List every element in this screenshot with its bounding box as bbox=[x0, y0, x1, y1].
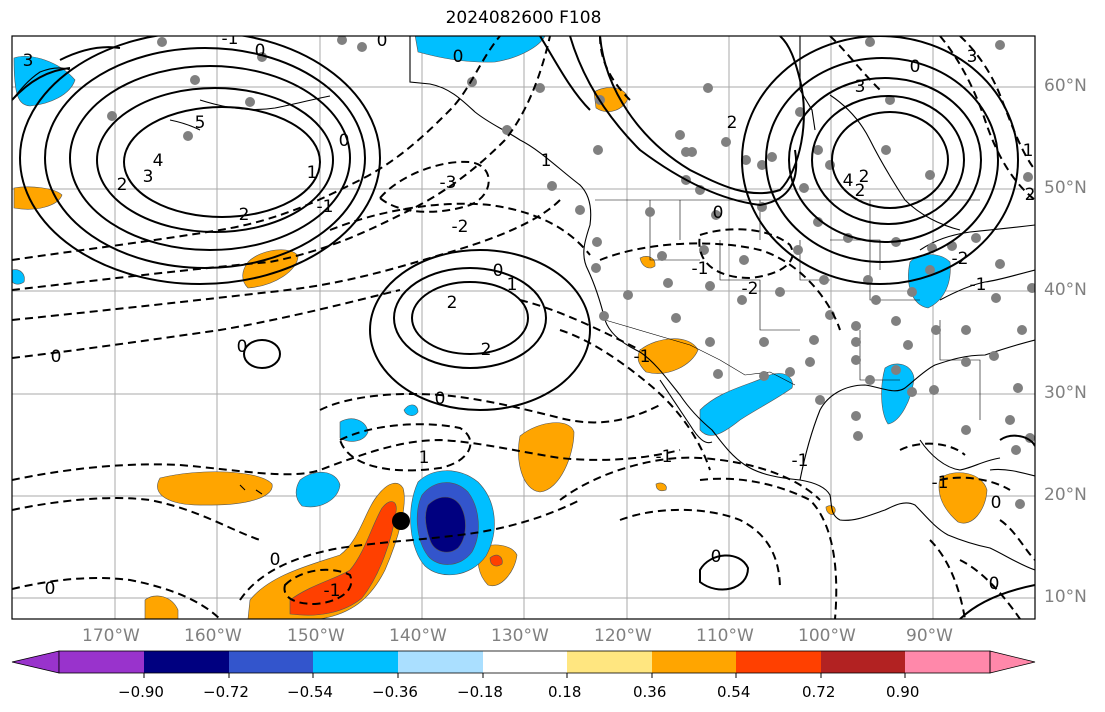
contour-label: 0 bbox=[991, 493, 1002, 513]
borders bbox=[595, 199, 981, 420]
contour-label: 2 bbox=[1025, 185, 1036, 205]
lat-label-20n: 20°N bbox=[1044, 485, 1087, 505]
contour-label: 0 bbox=[51, 347, 62, 367]
graticule bbox=[12, 36, 1035, 619]
colorbar-tick-label: 0.72 bbox=[802, 683, 836, 701]
colorbar-tick-label: −0.90 bbox=[118, 683, 164, 701]
lon-label-170w: 170°W bbox=[82, 626, 140, 646]
contour-label: 2 bbox=[447, 293, 458, 313]
shading-positive bbox=[12, 36, 988, 619]
contour-label: 0 bbox=[435, 389, 446, 409]
storm-position-marker bbox=[392, 512, 410, 530]
contour-label: 0 bbox=[910, 57, 921, 77]
contour-label: 0 bbox=[255, 41, 266, 61]
lon-label-160w: 160°W bbox=[184, 626, 242, 646]
contour-label: 0 bbox=[493, 261, 504, 281]
contour-label: -2 bbox=[742, 279, 759, 299]
contour-label: -2 bbox=[952, 249, 969, 269]
lon-label-130w: 130°W bbox=[491, 626, 549, 646]
contour-label: 0 bbox=[339, 131, 350, 151]
lon-label-110w: 110°W bbox=[696, 626, 754, 646]
contour-label: 2 bbox=[727, 113, 738, 133]
contour-label: -1 bbox=[932, 473, 949, 493]
contour-label: 1 bbox=[307, 163, 318, 183]
lon-label-140w: 140°W bbox=[389, 626, 447, 646]
contour-label: -1 bbox=[692, 259, 709, 279]
coastlines bbox=[12, 36, 1035, 571]
contour-label: 2 bbox=[117, 175, 128, 195]
contour-label: 3 bbox=[967, 47, 978, 67]
contour-label: 2 bbox=[859, 167, 870, 187]
contour-labels: 0 -1 0 3 5 4 3 2 1 0 -1 0 2 2 1 0 -1 -3 … bbox=[23, 29, 1036, 601]
colorbar-tick-label: −0.18 bbox=[457, 683, 503, 701]
colorbar-tick-label: 0.90 bbox=[886, 683, 920, 701]
contour-label: 1 bbox=[419, 448, 430, 468]
lat-label-30n: 30°N bbox=[1044, 383, 1087, 403]
lon-label-100w: 100°W bbox=[798, 626, 856, 646]
contour-label: 0 bbox=[989, 574, 1000, 594]
colorbar-tick-label: −0.36 bbox=[372, 683, 418, 701]
contour-label: 0 bbox=[711, 547, 722, 567]
contour-label: -1 bbox=[970, 275, 987, 295]
colorbar-tick-label: 0.54 bbox=[717, 683, 751, 701]
lon-label-90w: 90°W bbox=[906, 626, 953, 646]
lat-label-50n: 50°N bbox=[1044, 178, 1087, 198]
contour-label: 4 bbox=[843, 171, 854, 191]
contour-label: -1 bbox=[324, 581, 341, 601]
map-title: 2024082600 F108 bbox=[445, 8, 602, 28]
contour-label: -1 bbox=[792, 451, 809, 471]
contour-label: 3 bbox=[143, 167, 154, 187]
lon-label-120w: 120°W bbox=[594, 626, 652, 646]
contour-label: 1 bbox=[1023, 141, 1034, 161]
lat-label-40n: 40°N bbox=[1044, 280, 1087, 300]
contour-label: 2 bbox=[239, 205, 250, 225]
contour-label: -1 bbox=[222, 29, 239, 49]
contour-label: 2 bbox=[855, 181, 866, 201]
contour-label: 0 bbox=[713, 203, 724, 223]
colorbar bbox=[11, 650, 1036, 678]
contour-label: 2 bbox=[481, 340, 492, 360]
contours-dashed bbox=[12, 36, 1035, 619]
contour-label: 0 bbox=[453, 47, 464, 67]
contour-label: 0 bbox=[45, 579, 56, 599]
map-frame bbox=[11, 35, 1036, 620]
lon-label-150w: 150°W bbox=[287, 626, 345, 646]
contour-label: 0 bbox=[237, 337, 248, 357]
lat-label-10n: 10°N bbox=[1044, 587, 1087, 607]
colorbar-tick-label: 0.36 bbox=[633, 683, 667, 701]
contour-label: -3 bbox=[440, 173, 457, 193]
contour-label: 4 bbox=[153, 151, 164, 171]
contours-solid bbox=[12, 36, 1035, 619]
contour-label: -1 bbox=[317, 197, 334, 217]
contour-label: 0 bbox=[377, 31, 388, 51]
lat-label-60n: 60°N bbox=[1044, 76, 1087, 96]
colorbar-tick-label: −0.54 bbox=[287, 683, 333, 701]
contour-label: 0 bbox=[270, 550, 281, 570]
colorbar-tick-label: 0.18 bbox=[548, 683, 582, 701]
contour-label: -1 bbox=[656, 447, 673, 467]
contour-label: 1 bbox=[541, 151, 552, 171]
contour-label: 1 bbox=[507, 275, 518, 295]
contour-label: -2 bbox=[452, 217, 469, 237]
colorbar-tick-label: −0.72 bbox=[203, 683, 249, 701]
contour-label: 5 bbox=[195, 113, 206, 133]
contour-label: -1 bbox=[634, 347, 651, 367]
contour-label: 3 bbox=[23, 51, 34, 71]
contour-label: 3 bbox=[855, 77, 866, 97]
